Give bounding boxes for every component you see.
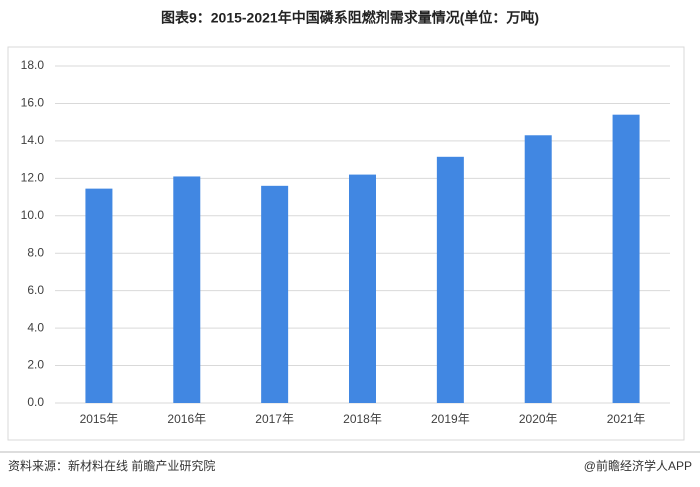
- x-tick-label: 2020年: [519, 412, 558, 426]
- y-tick-label: 4.0: [27, 320, 44, 334]
- y-tick-label: 16.0: [21, 96, 45, 110]
- bar: [612, 114, 640, 403]
- bar: [85, 188, 113, 403]
- x-tick-label: 2021年: [607, 412, 646, 426]
- x-tick-label: 2018年: [343, 412, 382, 426]
- chart-title: 图表9：2015-2021年中国磷系阻燃剂需求量情况(单位：万吨): [161, 10, 539, 26]
- bar: [173, 176, 201, 403]
- y-tick-label: 18.0: [21, 58, 45, 72]
- bar: [261, 185, 289, 403]
- bar: [349, 174, 376, 403]
- x-tick-label: 2017年: [255, 412, 294, 426]
- y-tick-label: 8.0: [27, 245, 44, 259]
- chart-frame: [7, 46, 685, 441]
- source: 资料来源：新材料在线 前瞻产业研究院: [8, 458, 215, 473]
- bar: [524, 135, 552, 403]
- y-tick-label: 0.0: [27, 395, 44, 409]
- y-tick-label: 10.0: [21, 208, 45, 222]
- y-tick-label: 14.0: [21, 133, 45, 147]
- y-tick-label: 12.0: [21, 171, 45, 185]
- bar: [436, 156, 464, 403]
- x-tick-label: 2016年: [167, 412, 206, 426]
- brand: @前瞻经济学人APP: [584, 458, 692, 473]
- y-tick-label: 6.0: [27, 283, 44, 297]
- y-tick-label: 2.0: [27, 358, 44, 372]
- x-tick-label: 2019年: [431, 412, 470, 426]
- x-tick-label: 2015年: [80, 412, 119, 426]
